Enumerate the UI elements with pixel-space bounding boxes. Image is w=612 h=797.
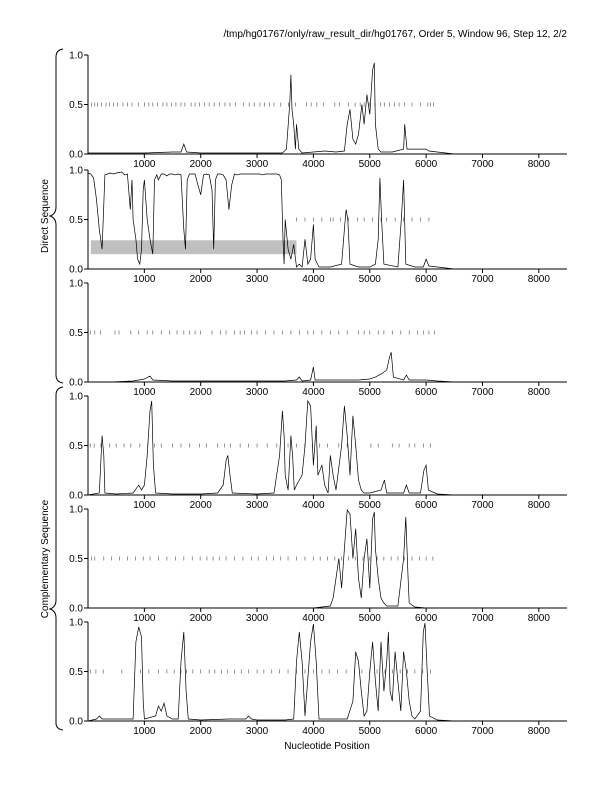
x-tick-label: 3000 [246, 274, 269, 285]
x-tick-label: 1000 [133, 387, 156, 398]
x-tick-label: 1000 [133, 613, 156, 624]
x-tick-label: 5000 [359, 274, 382, 285]
x-tick-label: 6000 [415, 500, 438, 511]
x-tick-label: 5000 [359, 613, 382, 624]
y-tick-label: 0.0 [69, 604, 83, 615]
series-line [87, 622, 567, 722]
y-tick-label: 0.0 [69, 491, 83, 502]
x-tick-label: 2000 [190, 500, 213, 511]
x-tick-label: 8000 [528, 500, 551, 511]
x-tick-label: 4000 [302, 726, 325, 737]
x-tick-label: 5000 [359, 500, 382, 511]
x-tick-label: 2000 [190, 274, 213, 285]
y-tick-label: 1.0 [69, 618, 83, 629]
x-tick-label: 4000 [302, 387, 325, 398]
y-tick-label: 0.0 [69, 717, 83, 728]
x-tick-label: 6000 [415, 613, 438, 624]
x-tick-label: 3000 [246, 726, 269, 737]
y-tick-label: 0.5 [69, 667, 83, 678]
x-tick-label: 1000 [133, 274, 156, 285]
x-tick-label: 4000 [302, 500, 325, 511]
direct-group-label: Direct Sequence [40, 179, 51, 253]
y-tick-label: 0.5 [69, 554, 83, 565]
x-tick-label: 8000 [528, 159, 551, 170]
x-tick-label: 3000 [246, 159, 269, 170]
x-tick-label: 4000 [302, 159, 325, 170]
panel-1: 0.0 0.5 1.0 1000 2000 3000 4000 5000 6000 7000 800… [69, 51, 567, 170]
x-tick-label: 8000 [528, 726, 551, 737]
x-tick-label: 8000 [528, 613, 551, 624]
panel-4: 0.0 0.5 1.0 1000 2000 3000 4000 5000 6000 7000 800… [69, 392, 567, 511]
x-tick-label: 7000 [471, 500, 494, 511]
x-tick-label: 3000 [246, 387, 269, 398]
x-tick-label: 7000 [471, 159, 494, 170]
y-tick-label: 0.5 [69, 215, 83, 226]
series-line [88, 352, 567, 383]
x-tick-label: 4000 [302, 274, 325, 285]
y-tick-label: 1.0 [69, 51, 83, 62]
series-line [87, 171, 567, 270]
highlight-band [90, 240, 297, 255]
y-tick-label: 0.0 [69, 378, 83, 389]
y-tick-label: 0.5 [69, 100, 83, 111]
x-tick-label: 5000 [359, 387, 382, 398]
series-line [87, 399, 567, 496]
y-tick-label: 0.0 [69, 265, 83, 276]
panel-3: 0.0 0.5 1.0 1000 2000 3000 4000 5000 6000 7000 800… [69, 279, 567, 398]
y-tick-label: 1.0 [69, 166, 83, 177]
panels: 0.0 0.5 1.0 1000 2000 3000 4000 5000 6000 7000 800… [69, 51, 567, 737]
x-tick-label: 6000 [415, 274, 438, 285]
direct-group-brace [48, 48, 64, 384]
x-tick-label: 2000 [190, 613, 213, 624]
y-tick-label: 0.5 [69, 328, 83, 339]
series-line [88, 62, 567, 155]
panel-6: 0.0 0.5 1.0 1000 2000 3000 4000 5000 6000 7000 800… [69, 618, 567, 737]
x-tick-label: 3000 [246, 613, 269, 624]
panel-2: 0.0 0.5 1.0 1000 2000 3000 4000 5000 6000 7000 800… [69, 166, 567, 285]
x-tick-label: 2000 [190, 159, 213, 170]
x-tick-label: 4000 [302, 613, 325, 624]
x-tick-label: 7000 [471, 274, 494, 285]
x-tick-label: 1000 [133, 500, 156, 511]
x-tick-label: 5000 [359, 159, 382, 170]
panel-5: 0.0 0.5 1.0 1000 2000 3000 4000 5000 6000 7000 800… [69, 505, 567, 624]
x-tick-label: 2000 [190, 387, 213, 398]
x-axis-label: Nucleotide Position [284, 741, 370, 752]
complementary-group-brace [48, 386, 64, 731]
y-tick-label: 1.0 [69, 392, 83, 403]
y-tick-label: 1.0 [69, 505, 83, 516]
x-tick-label: 2000 [190, 726, 213, 737]
y-tick-label: 0.0 [69, 150, 83, 161]
y-tick-label: 0.5 [69, 441, 83, 452]
x-tick-label: 6000 [415, 726, 438, 737]
header-title: /tmp/hg01767/only/raw_result_dir/hg01767… [223, 29, 567, 40]
complementary-group-label: Complementary Sequence [40, 499, 51, 618]
x-tick-label: 8000 [528, 274, 551, 285]
x-tick-label: 1000 [133, 159, 156, 170]
x-tick-label: 3000 [246, 500, 269, 511]
x-tick-label: 7000 [471, 726, 494, 737]
x-tick-label: 6000 [415, 159, 438, 170]
x-tick-label: 5000 [359, 726, 382, 737]
x-tick-label: 7000 [471, 387, 494, 398]
series-line [88, 508, 567, 609]
x-tick-label: 7000 [471, 613, 494, 624]
x-tick-label: 1000 [133, 726, 156, 737]
x-tick-label: 6000 [415, 387, 438, 398]
x-tick-label: 8000 [528, 387, 551, 398]
y-tick-label: 1.0 [69, 279, 83, 290]
